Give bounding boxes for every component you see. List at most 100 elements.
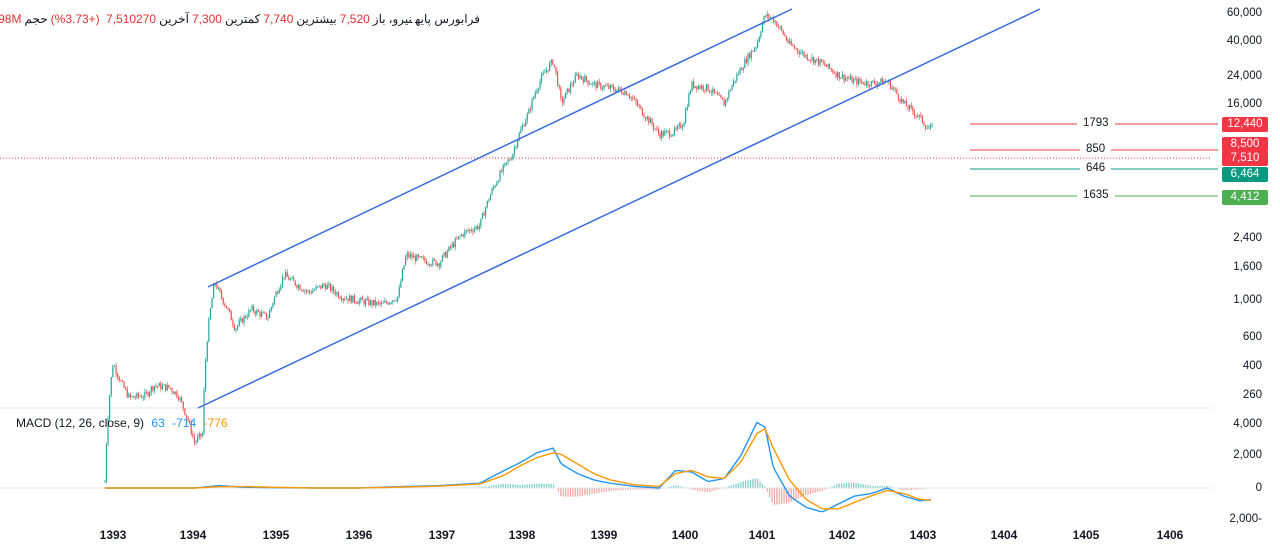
macd-hist-bar — [579, 488, 581, 497]
macd-hist-bar — [747, 480, 749, 488]
candle-body — [685, 110, 687, 123]
high-value: 7,740 — [263, 12, 294, 26]
price-tick: 1,000 — [1233, 294, 1262, 306]
candle-body — [867, 81, 869, 86]
candle-body — [649, 118, 652, 123]
candle-body — [717, 93, 719, 95]
candle-body — [582, 78, 584, 83]
macd-hist-bar — [509, 484, 512, 488]
candle-body — [219, 287, 221, 292]
macd-hist-bar — [853, 482, 855, 488]
candle-body — [153, 386, 156, 391]
candle-body — [715, 92, 717, 94]
last-label: آخرین — [159, 12, 189, 26]
macd-hist-bar — [644, 488, 646, 490]
candle-body — [241, 318, 244, 323]
candle-body — [552, 59, 554, 65]
price-tag-8500[interactable]: 8,500 — [1222, 137, 1268, 152]
candle-body — [829, 63, 831, 69]
macd-hist-bar — [836, 484, 838, 488]
candle-body — [408, 253, 410, 258]
x-tick: 1394 — [179, 528, 207, 542]
candle-body — [137, 393, 140, 397]
candle-body — [779, 26, 781, 28]
candle-body — [321, 284, 324, 289]
candle-body — [737, 73, 740, 75]
macd-hist-bar — [805, 488, 807, 496]
candle-body — [168, 384, 170, 388]
macd-hist-bar — [790, 488, 792, 502]
macd-hist-bar — [917, 488, 920, 490]
candle-body — [489, 194, 492, 201]
candle-body — [107, 418, 109, 445]
macd-header[interactable]: MACD (12, 26, close, 9) 63 -714 -776 — [16, 416, 232, 430]
candle-body — [193, 436, 196, 443]
candle-body — [264, 312, 266, 314]
candle-body — [825, 65, 828, 67]
candle-body — [792, 44, 794, 46]
candle-body — [670, 136, 672, 137]
macd-hist-bar — [908, 488, 910, 490]
macd-hist-bar — [769, 488, 771, 498]
macd-hist-bar — [557, 488, 560, 493]
price-tag-6464[interactable]: 6,464 — [1222, 167, 1268, 182]
x-tick: 1405 — [1072, 528, 1100, 542]
candle-body — [731, 85, 733, 91]
macd-hist-bar — [783, 488, 785, 504]
macd-hist-bar — [692, 488, 694, 490]
candle-body — [445, 252, 447, 258]
candle-body — [294, 280, 296, 286]
candle-body — [209, 308, 212, 320]
candle-body — [841, 74, 844, 78]
candle-body — [200, 433, 202, 437]
channel-lower-line[interactable] — [197, 8, 1041, 409]
price-tag-7510[interactable]: 7,510 — [1222, 151, 1268, 166]
support-resistance-levels[interactable] — [970, 123, 1218, 197]
candle-body — [865, 81, 868, 86]
candle-body — [513, 147, 516, 155]
x-tick: 1396 — [345, 528, 373, 542]
macd-hist-bar — [670, 486, 672, 488]
macd-title[interactable]: MACD (12, 26, close, 9) — [16, 416, 145, 430]
price-tag-12440[interactable]: 12,440 — [1222, 117, 1268, 132]
macd-hist-bar — [596, 488, 598, 494]
candle-body — [704, 90, 706, 91]
candle-body — [873, 81, 876, 84]
price-tag-4412[interactable]: 4,412 — [1222, 190, 1268, 205]
channel-upper-line[interactable] — [207, 8, 793, 288]
symbol-name[interactable]: فرابورس پایه — [415, 12, 480, 26]
macd-hist-bar — [785, 488, 788, 503]
candle-body — [689, 91, 692, 94]
macd-histogram — [104, 478, 932, 506]
macd-hist-bar — [677, 485, 680, 488]
candle-body — [835, 73, 837, 78]
candle-body — [187, 417, 189, 422]
candle-body — [157, 386, 159, 387]
candle-body — [664, 131, 666, 136]
candle-body — [875, 83, 877, 86]
candle-body — [206, 341, 208, 361]
macd-tick: 0 — [1255, 482, 1262, 494]
candle-body — [747, 53, 749, 64]
candle-body — [208, 319, 210, 342]
candle-body — [633, 98, 636, 100]
candle-body — [462, 234, 464, 237]
candle-body — [653, 124, 655, 129]
candle-body — [897, 93, 900, 100]
candle-body — [861, 81, 863, 83]
candle-body — [774, 21, 776, 23]
candle-body — [665, 130, 668, 132]
candle-body — [766, 14, 768, 17]
macd-hist-bar — [586, 488, 588, 495]
candle-body — [696, 86, 698, 90]
candle-body — [416, 254, 418, 262]
level-label-850: 850 — [1080, 143, 1112, 155]
candle-body — [280, 285, 282, 290]
candle-body — [441, 255, 444, 262]
candle-body — [369, 300, 372, 306]
candle-body — [161, 385, 164, 390]
trend-channel[interactable] — [197, 8, 1041, 409]
candle-body — [721, 97, 724, 100]
price-tick: 16,000 — [1226, 98, 1262, 110]
